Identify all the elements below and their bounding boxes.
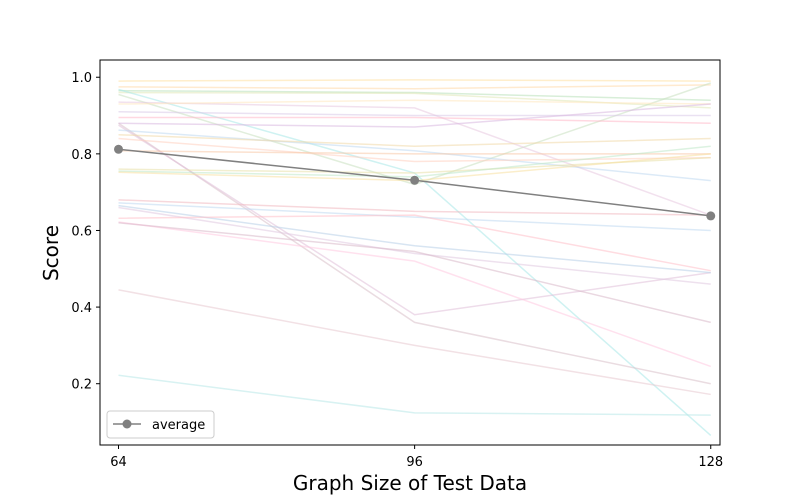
background-series-line-16 xyxy=(118,137,711,163)
y-tick-label-0.6: 0.6 xyxy=(71,224,92,239)
x-tick-label-128: 128 xyxy=(698,455,723,470)
background-series-line-22 xyxy=(118,202,711,232)
background-series-line-2 xyxy=(118,84,711,90)
background-series-lines xyxy=(118,79,712,436)
background-series-line-28 xyxy=(118,289,711,396)
background-series-line-18 xyxy=(118,156,711,174)
background-series-line-15 xyxy=(118,133,711,147)
background-series-line-17 xyxy=(118,150,711,155)
y-axis-label: Score xyxy=(39,225,63,281)
y-tick-label-0.2: 0.2 xyxy=(71,378,92,393)
average-point-64 xyxy=(114,144,124,154)
x-tick-label-64: 64 xyxy=(110,455,127,470)
legend-marker-average xyxy=(122,419,132,429)
legend-label-average: average xyxy=(152,418,205,433)
background-series-line-14 xyxy=(118,129,711,182)
background-series-line-8 xyxy=(118,99,711,105)
background-series-line-21 xyxy=(118,199,711,216)
background-series-line-9 xyxy=(118,110,711,117)
background-series-line-23 xyxy=(118,204,711,274)
background-series-line-25 xyxy=(118,214,711,272)
background-series-line-27 xyxy=(118,222,711,324)
x-axis-ticks: 64 96 128 xyxy=(110,445,723,470)
y-tick-label-1.0: 1.0 xyxy=(71,71,92,86)
background-series-line-24 xyxy=(118,206,711,285)
average-point-128 xyxy=(706,211,716,221)
legend: average xyxy=(106,410,215,439)
legend-box xyxy=(106,410,215,439)
y-tick-label-0.8: 0.8 xyxy=(71,148,92,163)
x-axis-label: Graph Size of Test Data xyxy=(293,471,527,495)
y-axis-ticks: 0.2 0.4 0.6 0.8 1.0 xyxy=(71,71,100,393)
background-series-line-13 xyxy=(118,124,711,316)
background-series-line-7 xyxy=(118,101,712,216)
average-point-96 xyxy=(410,175,420,185)
x-tick-label-96: 96 xyxy=(406,455,423,470)
plot-frame xyxy=(99,59,721,446)
background-series-line-11 xyxy=(118,103,711,128)
background-series-line-10 xyxy=(118,116,711,124)
background-series-line-29 xyxy=(118,374,711,416)
background-series-line-12 xyxy=(118,122,711,385)
average-series xyxy=(114,144,716,221)
y-tick-label-0.4: 0.4 xyxy=(71,301,92,316)
background-series-line-26 xyxy=(118,221,711,368)
background-series-line-1 xyxy=(118,79,711,82)
background-series-line-3 xyxy=(118,89,711,101)
